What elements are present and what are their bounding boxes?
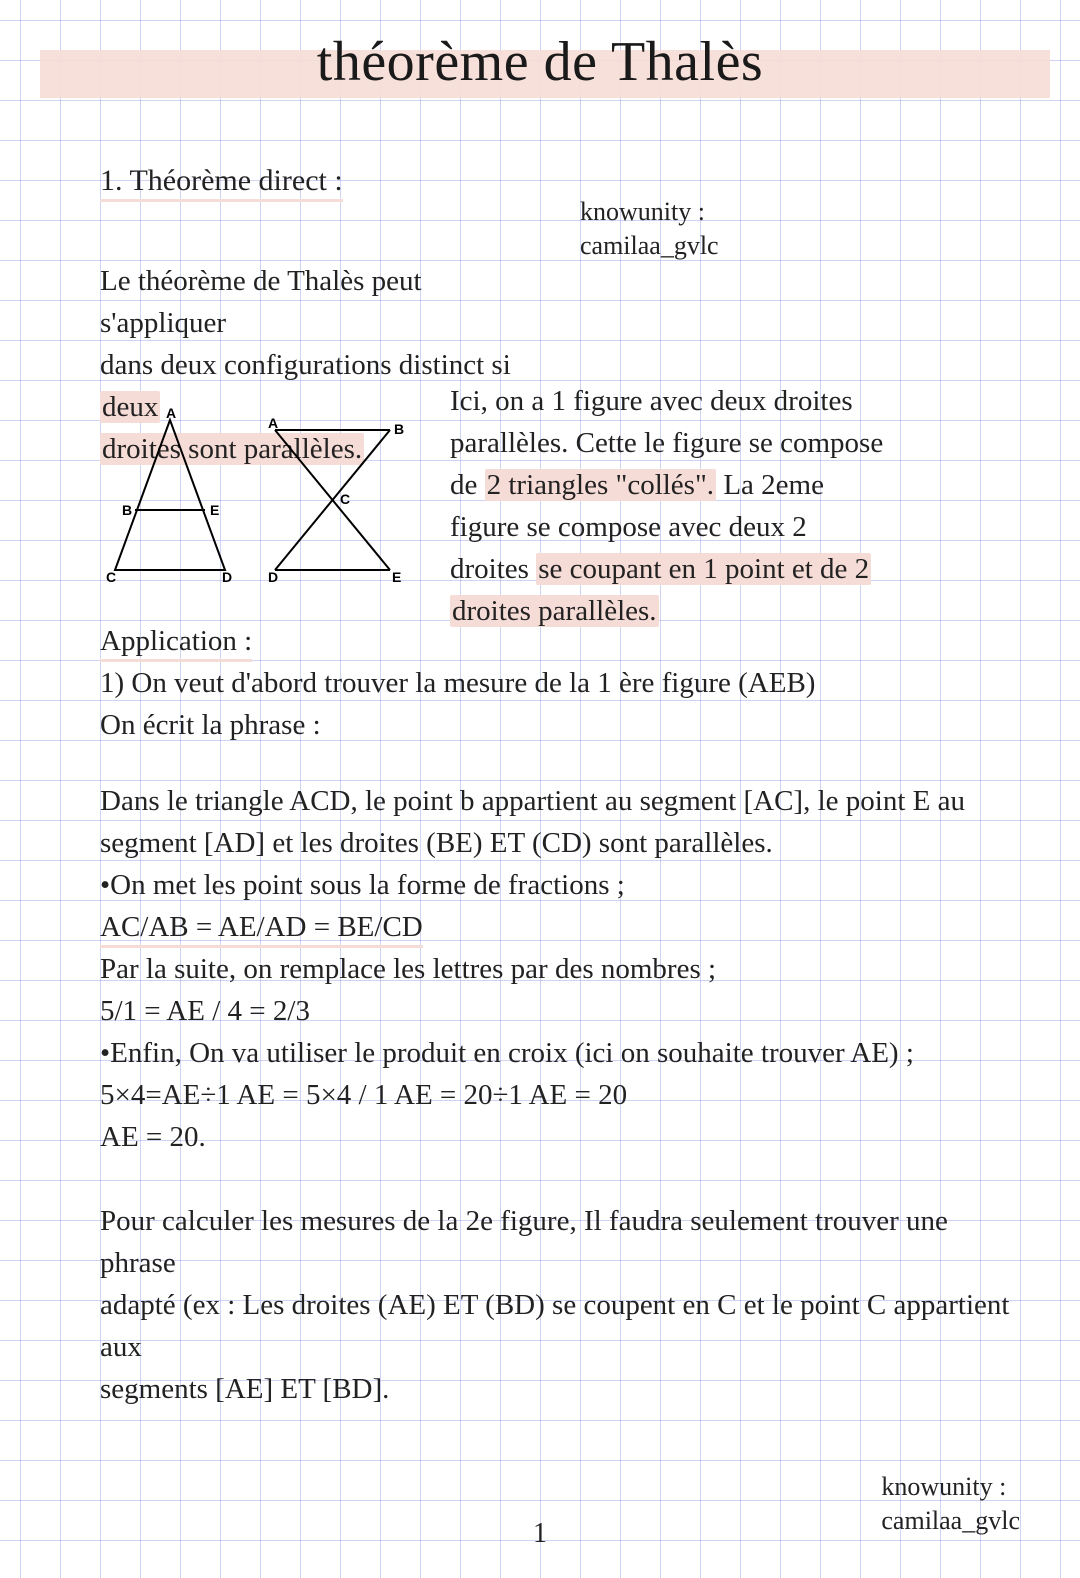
b2-l5: Par la suite, on remplace les lettres pa… — [100, 948, 1020, 990]
figdesc-l5: droites se coupant en 1 point et de 2 — [450, 548, 1010, 590]
credit-top: knowunity : camilaa_gvlc — [580, 195, 719, 263]
svg-text:B: B — [394, 421, 404, 437]
svg-text:B: B — [122, 502, 132, 518]
credit-line2: camilaa_gvlc — [580, 229, 719, 263]
b3-l2: adapté (ex : Les droites (AE) ET (BD) se… — [100, 1284, 1020, 1368]
conclusion-block: Pour calculer les mesures de la 2e figur… — [100, 1200, 1020, 1410]
figure-description: Ici, on a 1 figure avec deux droites par… — [450, 380, 1010, 632]
svg-text:E: E — [210, 502, 219, 518]
b2-l6: 5/1 = AE / 4 = 2/3 — [100, 990, 1020, 1032]
b3-l3: segments [AE] ET [BD]. — [100, 1368, 1020, 1410]
figure-2: A B C D E — [268, 415, 404, 585]
section1-heading-text: 1. Théorème direct : — [100, 164, 343, 202]
page: théorème de Thalès 1. Théorème direct : … — [0, 0, 1080, 1578]
figdesc-l1: Ici, on a 1 figure avec deux droites — [450, 380, 1010, 422]
figures-svg: A B E C D A B C D E — [100, 400, 420, 600]
svg-text:D: D — [222, 569, 232, 585]
application-l2: On écrit la phrase : — [100, 704, 1020, 746]
figdesc-l2: parallèles. Cette le figure se compose — [450, 422, 1010, 464]
svg-text:A: A — [268, 415, 278, 431]
figdesc-l3: de 2 triangles "collés". La 2eme — [450, 464, 1010, 506]
credit2-line1: knowunity : — [881, 1470, 1020, 1504]
thales-figures: A B E C D A B C D E — [100, 400, 420, 600]
application-block: Application : 1) On veut d'abord trouver… — [100, 620, 1020, 746]
b2-l4: AC/AB = AE/AD = BE/CD — [100, 906, 1020, 948]
svg-text:C: C — [106, 569, 116, 585]
svg-text:C: C — [340, 491, 350, 507]
figdesc-l4: figure se compose avec deux 2 — [450, 506, 1010, 548]
b2-l9: AE = 20. — [100, 1116, 1020, 1158]
b2-l7: •Enfin, On va utiliser le produit en cro… — [100, 1032, 1020, 1074]
svg-text:E: E — [392, 569, 401, 585]
svg-text:D: D — [268, 569, 278, 585]
page-title: théorème de Thalès — [0, 30, 1080, 94]
b2-l3: •On met les point sous la forme de fract… — [100, 864, 1020, 906]
section-heading: 1. Théorème direct : — [100, 160, 1040, 202]
credit-line1: knowunity : — [580, 195, 719, 229]
figure-1: A B E C D — [106, 405, 232, 585]
b2-l8: 5×4=AE÷1 AE = 5×4 / 1 AE = 20÷1 AE = 20 — [100, 1074, 1020, 1116]
b2-l2: segment [AD] et les droites (BE) ET (CD)… — [100, 822, 1020, 864]
intro-l1: Le théorème de Thalès peut s'appliquer — [100, 260, 540, 344]
b3-l1: Pour calculer les mesures de la 2e figur… — [100, 1200, 1020, 1284]
b2-l1: Dans le triangle ACD, le point b apparti… — [100, 780, 1020, 822]
working-block: Dans le triangle ACD, le point b apparti… — [100, 780, 1020, 1158]
application-l1: 1) On veut d'abord trouver la mesure de … — [100, 662, 1020, 704]
page-number: 1 — [0, 1518, 1080, 1550]
application-heading: Application : — [100, 620, 1020, 662]
svg-text:A: A — [166, 405, 176, 421]
